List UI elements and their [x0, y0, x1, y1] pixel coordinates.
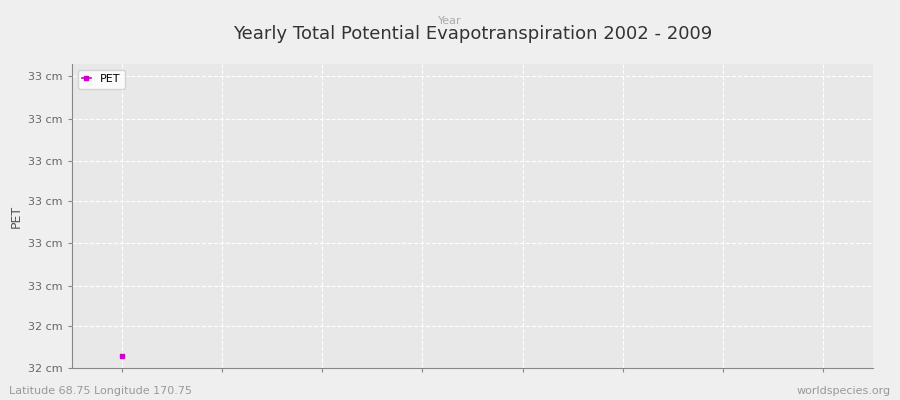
Legend: PET: PET [77, 70, 125, 88]
Text: Year: Year [438, 16, 462, 26]
Text: worldspecies.org: worldspecies.org [796, 386, 891, 396]
Title: Yearly Total Potential Evapotranspiration 2002 - 2009: Yearly Total Potential Evapotranspiratio… [233, 25, 712, 43]
Text: Latitude 68.75 Longitude 170.75: Latitude 68.75 Longitude 170.75 [9, 386, 192, 396]
Y-axis label: PET: PET [10, 204, 22, 228]
